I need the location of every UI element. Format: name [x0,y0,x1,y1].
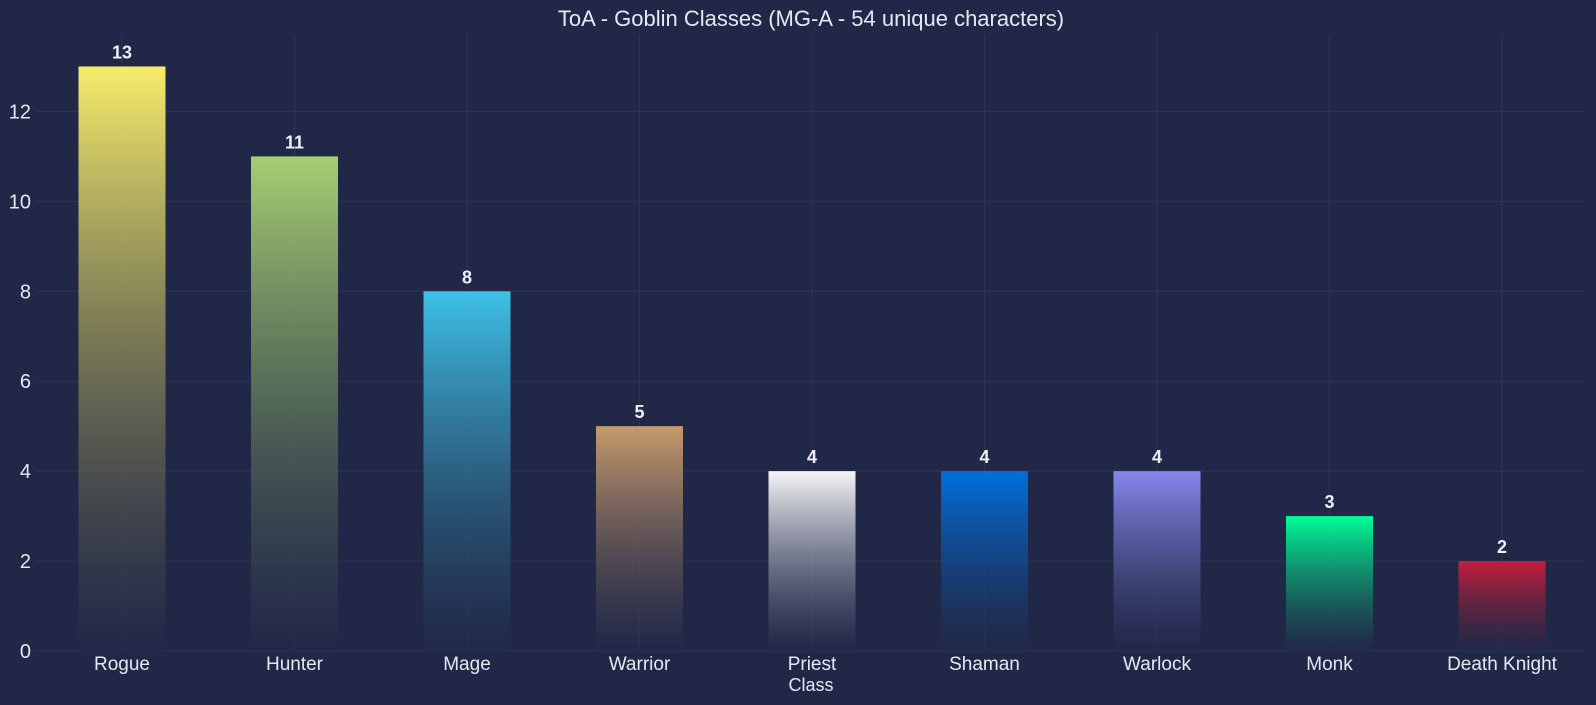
bar-warrior [596,426,683,651]
y-tick-label: 12 [9,101,31,123]
value-label: 2 [1497,537,1507,557]
value-labels: 13 11 8 5 4 4 4 3 2 [112,42,1507,557]
x-tick-label: Shaman [949,654,1020,675]
y-axis-ticks: 0 2 4 6 8 10 12 [9,101,31,663]
value-label: 3 [1324,492,1334,512]
y-tick-label: 0 [20,641,31,663]
bar-rogue [78,66,166,652]
value-label: 11 [285,132,304,152]
value-label: 13 [112,42,132,62]
y-tick-label: 4 [20,461,31,483]
x-tick-label: Mage [443,654,491,675]
bar-mage [423,291,511,651]
bar-death-knight [1458,561,1546,651]
value-label: 4 [979,447,989,467]
bar-monk [1286,516,1373,651]
y-tick-label: 8 [20,281,31,303]
value-label: 8 [462,267,472,287]
bar-hunter [251,156,338,651]
chart-title: ToA - Goblin Classes (MG-A - 54 unique c… [558,6,1064,31]
bar-priest [768,471,856,651]
value-label: 4 [807,447,817,467]
y-tick-label: 10 [9,191,31,213]
x-axis-label: Class [788,675,833,695]
x-tick-label: Hunter [266,654,324,675]
x-tick-label: Priest [788,654,837,675]
y-tick-label: 2 [20,551,31,573]
x-tick-label: Rogue [94,654,150,675]
bar-warlock [1113,471,1201,651]
x-tick-label: Monk [1306,654,1353,675]
x-axis-ticks: Rogue Hunter Mage Warrior Priest Shaman Warloc… [94,654,1558,675]
value-label: 4 [1152,447,1162,467]
value-label: 5 [634,402,644,422]
x-tick-label: Warlock [1123,654,1191,675]
x-tick-label: Death Knight [1447,654,1558,675]
y-tick-label: 6 [20,371,31,393]
bar-shaman [941,471,1028,651]
bars [78,66,1546,652]
x-tick-label: Warrior [609,654,671,675]
